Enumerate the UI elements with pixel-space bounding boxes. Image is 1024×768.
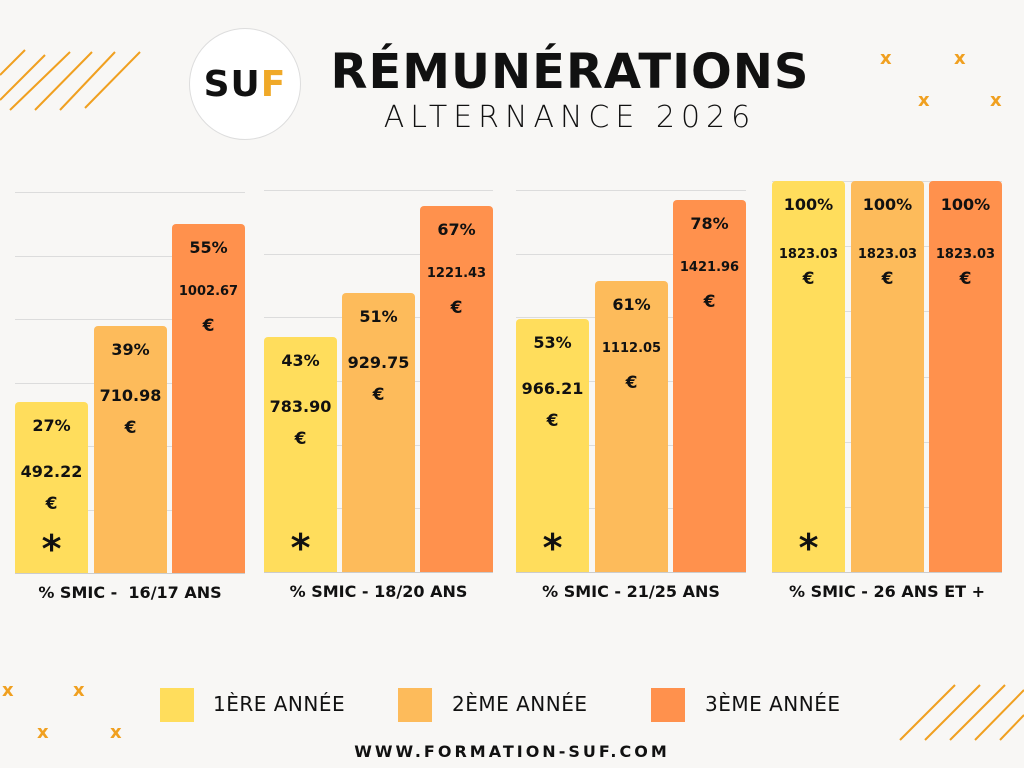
bar-percent-label: 51% [359, 307, 398, 327]
bar-amount-label: 710.98 [99, 385, 162, 405]
legend-label-year2: 2ÈME ANNÉE [452, 692, 588, 716]
bar [772, 181, 845, 572]
bar [420, 206, 493, 572]
bar-currency-label: € [546, 411, 559, 432]
bar-amount-label: 1421.96 [679, 260, 740, 275]
bar [94, 325, 167, 573]
baseline [264, 572, 493, 573]
gridline [516, 253, 746, 255]
gridline [15, 255, 245, 257]
bar-currency-label: € [45, 493, 58, 514]
footnote-asterisk: * [290, 526, 311, 570]
bar-currency-label: € [450, 298, 463, 318]
legend-swatch-year3 [651, 688, 685, 722]
bar-percent-label: 27% [32, 415, 71, 435]
bar [516, 319, 589, 572]
stripes-bottom-right [899, 684, 1024, 741]
x-mark-icon: x [880, 48, 892, 69]
bar-currency-label: € [802, 269, 815, 289]
page-subtitle: ALTERNANCE 2026 [383, 100, 757, 135]
category-label: % SMIC - 26 ANS ET + [788, 582, 986, 601]
bar [342, 293, 415, 572]
footnote-asterisk: * [542, 526, 563, 570]
bar-percent-label: 100% [940, 195, 991, 214]
category-label: % SMIC - 21/25 ANS [542, 582, 720, 601]
bar-percent-label: 39% [111, 339, 150, 359]
bar-amount-label: 1221.43 [426, 266, 487, 281]
bar [15, 401, 88, 573]
category-label: % SMIC - 18/20 ANS [289, 582, 468, 601]
bar-currency-label: € [625, 373, 638, 394]
bar-percent-label: 61% [612, 295, 651, 315]
bar [264, 337, 337, 572]
legend-label-year3: 3ÈME ANNÉE [705, 692, 841, 716]
bar [673, 200, 746, 572]
x-mark-icon: x [73, 680, 85, 701]
bar-amount-label: 492.22 [20, 461, 83, 481]
bar-percent-label: 55% [189, 238, 228, 257]
x-mark-icon: x [2, 680, 14, 701]
bar-amount-label: 1823.03 [857, 247, 918, 262]
bar-percent-label: 43% [281, 351, 320, 371]
category-label: % SMIC - 16/17 ANS [38, 583, 222, 602]
legend-swatch-year2 [398, 688, 432, 722]
bar [851, 181, 924, 572]
gridline [516, 190, 746, 191]
bar-amount-label: 783.90 [269, 397, 332, 417]
bar-percent-label: 67% [437, 220, 476, 239]
page-title: RÉMUNÉRATIONS [330, 44, 810, 100]
logo: SU F [189, 28, 301, 140]
bar-amount-label: 1002.67 [178, 284, 239, 299]
x-mark-icon: x [954, 48, 966, 69]
bar-percent-label: 100% [862, 195, 913, 214]
x-mark-icon: x [918, 90, 930, 111]
x-mark-icon: x [990, 90, 1002, 111]
bar [929, 181, 1002, 572]
x-mark-icon: x [37, 722, 49, 743]
gridline [15, 192, 245, 193]
bar-amount-label: 1823.03 [778, 247, 839, 262]
footnote-asterisk: * [798, 526, 819, 570]
bar-percent-label: 78% [690, 214, 729, 233]
gridline [15, 319, 245, 320]
gridline [264, 253, 493, 255]
baseline [516, 572, 746, 573]
bar [172, 224, 245, 573]
gridline [264, 190, 493, 191]
footnote-asterisk: * [41, 527, 62, 571]
baseline [15, 573, 245, 574]
bar-amount-label: 966.21 [521, 379, 584, 399]
bar-percent-label: 53% [533, 333, 572, 353]
bar-percent-label: 100% [783, 195, 834, 214]
legend-swatch-year1 [160, 688, 194, 722]
bar-amount-label: 1823.03 [935, 247, 996, 262]
x-mark-icon: x [110, 722, 122, 743]
legend-label-year1: 1ÈRE ANNÉE [213, 692, 346, 716]
bar-currency-label: € [294, 429, 307, 450]
bar-currency-label: € [202, 316, 215, 336]
stripes-top-left [0, 49, 141, 111]
bar-currency-label: € [881, 269, 894, 289]
baseline [772, 572, 1002, 573]
bar-currency-label: € [372, 385, 385, 406]
bar-amount-label: 1112.05 [601, 341, 662, 357]
bar [595, 281, 668, 572]
footer-url[interactable]: WWW.FORMATION-SUF.COM [354, 742, 670, 761]
bar-currency-label: € [124, 417, 137, 438]
bar-currency-label: € [959, 269, 972, 289]
bar-currency-label: € [703, 292, 716, 312]
bar-amount-label: 929.75 [347, 353, 410, 373]
